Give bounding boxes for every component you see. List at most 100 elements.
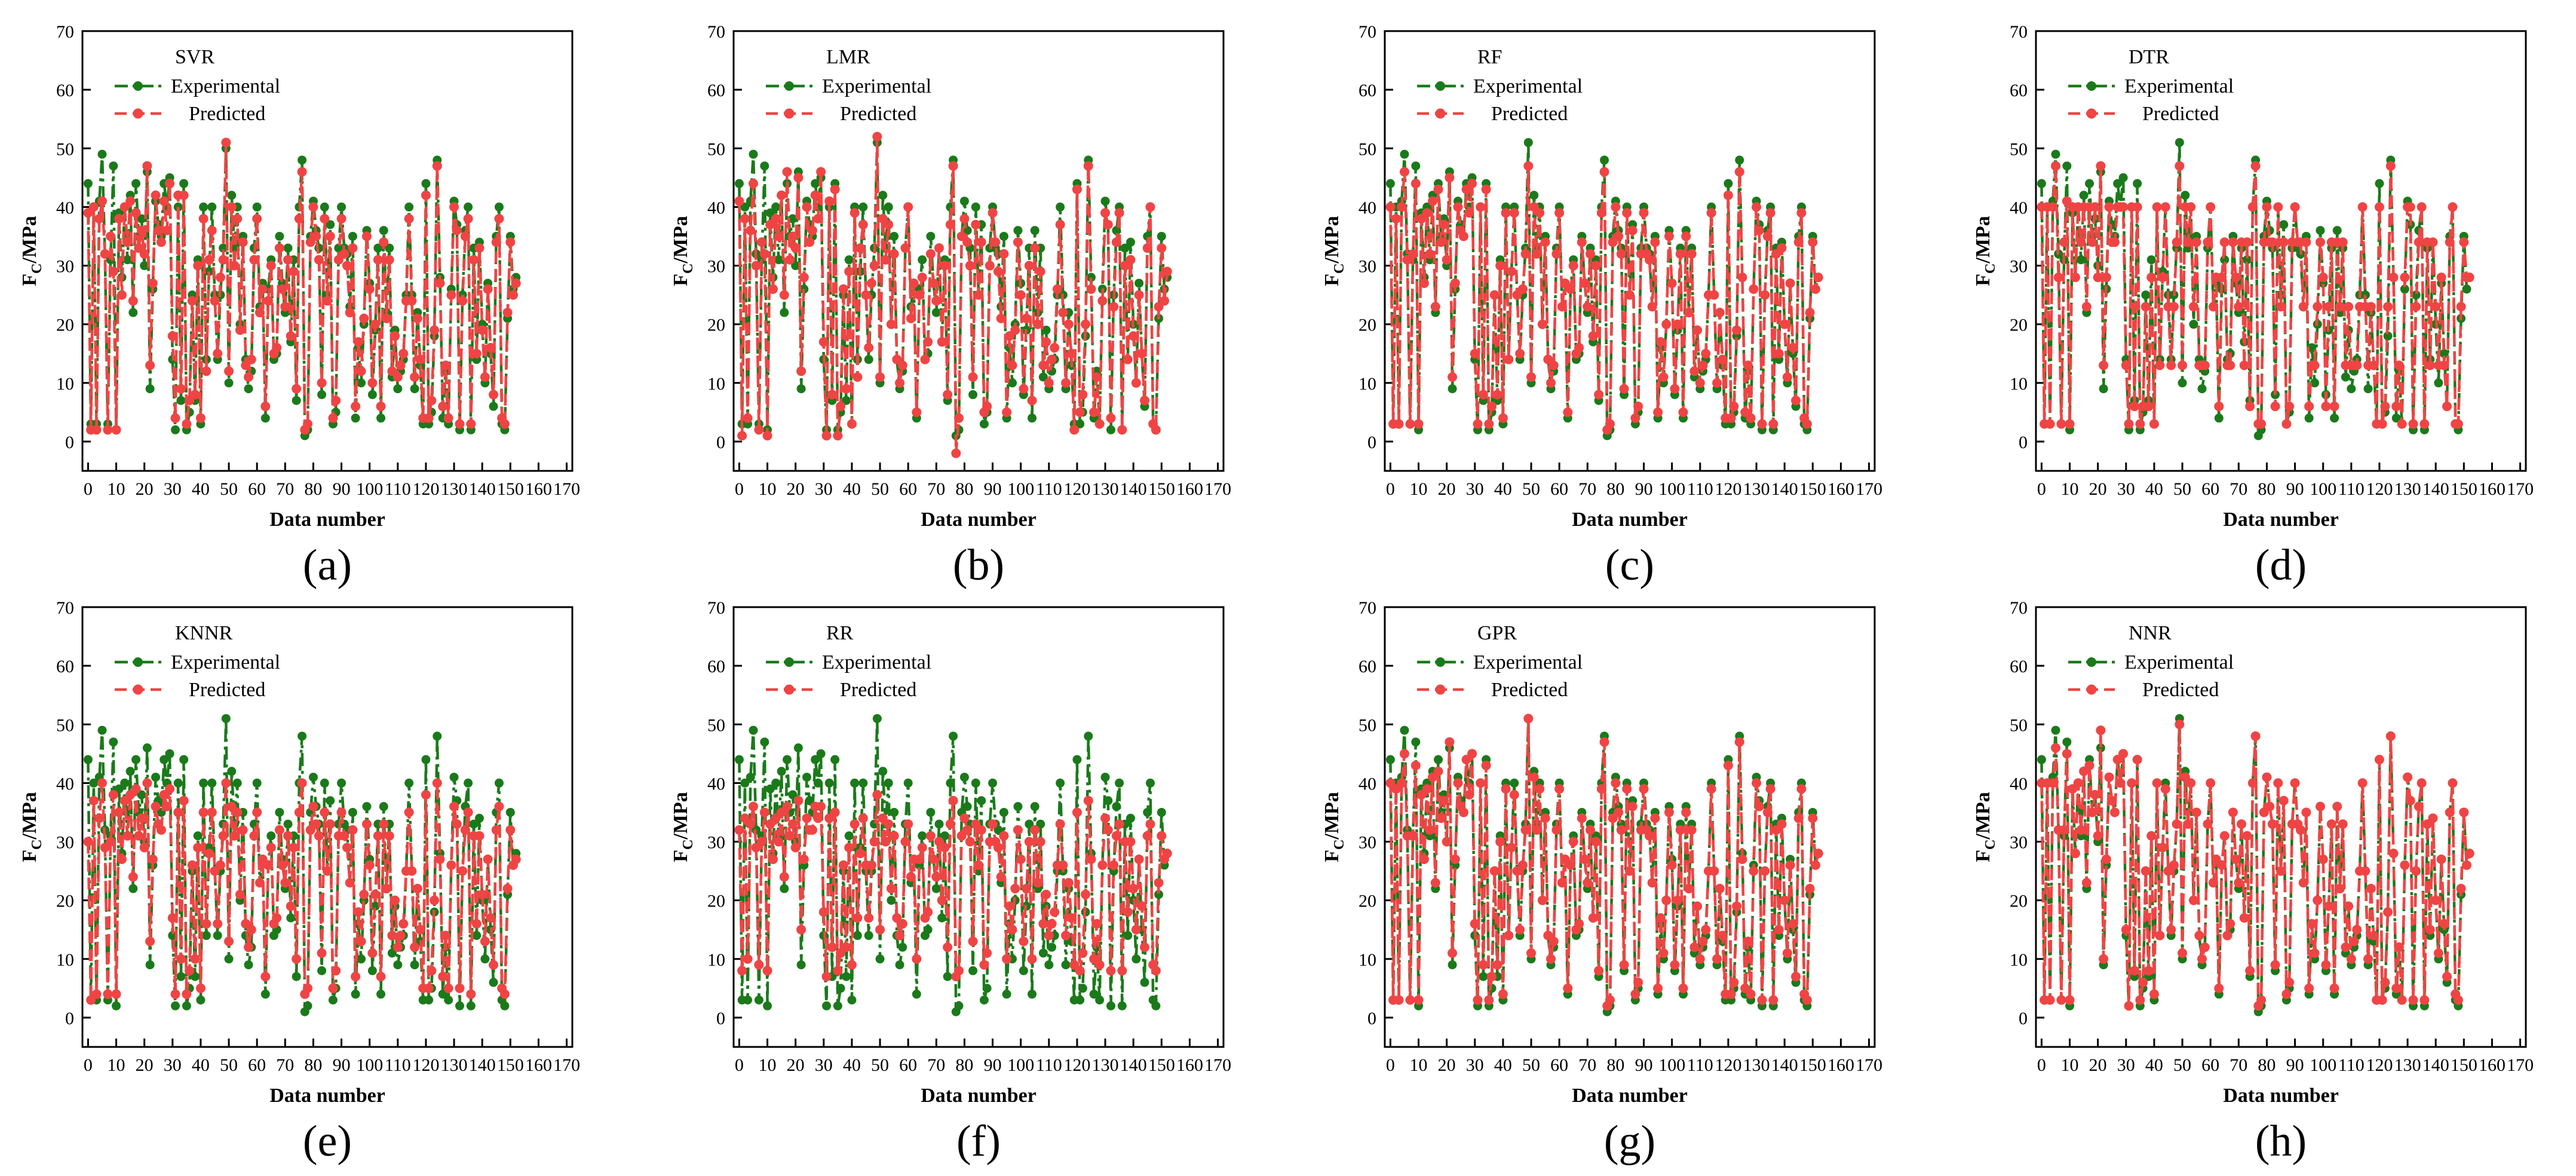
data-point-predicted: [1061, 930, 1071, 941]
data-point-predicted: [875, 924, 885, 935]
data-point-predicted: [131, 208, 141, 218]
data-point-predicted: [2380, 978, 2390, 988]
x-tick-label: 120: [1063, 1055, 1090, 1075]
data-point-predicted: [249, 831, 259, 841]
data-point-predicted: [114, 807, 124, 817]
x-tick-label: 150: [1799, 1055, 1826, 1075]
data-point-experimental: [308, 773, 318, 782]
data-point-experimental: [1151, 1001, 1161, 1010]
data-point-experimental: [1523, 137, 1533, 147]
y-tick-label: 0: [716, 1009, 725, 1028]
data-point-predicted: [342, 261, 352, 271]
data-point-predicted: [948, 161, 958, 171]
data-point-predicted: [2273, 202, 2283, 212]
y-tick-label: 50: [1358, 139, 1376, 159]
data-point-experimental: [260, 414, 270, 423]
data-point-predicted: [903, 819, 913, 829]
legend-label-experimental: Experimental: [171, 75, 280, 97]
data-point-experimental: [2118, 173, 2128, 182]
data-point-predicted: [314, 831, 324, 841]
data-point-predicted: [182, 989, 192, 999]
data-point-predicted: [1754, 801, 1764, 811]
data-point-predicted: [1050, 342, 1060, 353]
data-point-predicted: [390, 895, 400, 905]
x-tick-label: 130: [1092, 479, 1119, 499]
data-point-predicted: [336, 214, 346, 224]
data-point-predicted: [2315, 237, 2325, 247]
data-point-predicted: [348, 825, 358, 835]
data-point-predicted: [2228, 237, 2238, 247]
data-point-predicted: [2380, 402, 2390, 412]
data-point-predicted: [427, 396, 437, 406]
data-point-predicted: [2050, 161, 2060, 171]
data-point-predicted: [435, 278, 445, 288]
data-point-predicted: [1419, 854, 1429, 864]
data-point-predicted: [1802, 419, 1812, 429]
data-point-experimental: [1157, 807, 1166, 817]
data-point-predicted: [734, 825, 744, 835]
data-point-predicted: [2149, 419, 2159, 429]
data-point-predicted: [499, 419, 510, 429]
data-point-experimental: [201, 931, 211, 941]
x-tick-label: 100: [1007, 1055, 1034, 1075]
data-point-predicted: [263, 860, 274, 870]
data-point-predicted: [252, 214, 262, 224]
data-point-predicted: [1111, 831, 1121, 841]
data-point-experimental: [410, 384, 419, 394]
data-point-predicted: [937, 337, 947, 347]
data-point-experimental: [850, 778, 860, 788]
data-point-predicted: [917, 843, 927, 853]
data-point-predicted: [2053, 272, 2063, 283]
data-point-experimental: [847, 995, 857, 1004]
data-point-predicted: [505, 825, 516, 835]
data-point-predicted: [1078, 948, 1088, 958]
legend-marker-experimental: [2087, 81, 2096, 91]
data-point-predicted: [154, 225, 164, 235]
data-point-predicted: [2416, 202, 2427, 212]
data-point-predicted: [1765, 784, 1775, 794]
data-point-predicted: [373, 255, 383, 265]
data-point-predicted: [2101, 854, 2111, 864]
y-tick-label: 0: [1367, 433, 1376, 452]
data-point-predicted: [912, 407, 922, 417]
data-point-predicted: [398, 918, 409, 929]
data-point-predicted: [193, 261, 203, 271]
data-point-predicted: [280, 302, 290, 312]
data-point-predicted: [446, 290, 456, 300]
data-point-experimental: [2242, 255, 2252, 265]
data-point-experimental: [444, 995, 453, 1004]
data-point-experimental: [449, 773, 459, 782]
data-point-predicted: [226, 202, 237, 212]
data-point-predicted: [2214, 983, 2224, 993]
y-tick-label: 10: [707, 950, 725, 970]
data-point-predicted: [2206, 202, 2216, 212]
data-point-predicted: [260, 402, 271, 412]
data-point-predicted: [2239, 360, 2249, 370]
data-point-predicted: [802, 202, 812, 212]
data-point-predicted: [1599, 167, 1609, 177]
data-point-predicted: [1743, 360, 1753, 370]
data-point-predicted: [2065, 995, 2075, 1005]
data-point-experimental: [357, 378, 366, 388]
data-point-predicted: [1596, 208, 1606, 218]
data-point-predicted: [229, 831, 240, 841]
data-point-predicted: [1692, 325, 1703, 335]
data-point-predicted: [392, 372, 403, 382]
data-point-predicted: [2152, 202, 2162, 212]
data-point-predicted: [2124, 419, 2134, 429]
data-point-predicted: [1010, 325, 1020, 335]
data-point-predicted: [2433, 948, 2443, 958]
data-point-predicted: [1151, 966, 1161, 976]
data-point-experimental: [822, 1001, 832, 1010]
data-point-predicted: [1706, 784, 1716, 794]
data-point-predicted: [1681, 231, 1691, 241]
data-point-predicted: [816, 167, 826, 177]
data-point-predicted: [1630, 413, 1640, 423]
x-tick-label: 60: [899, 479, 917, 499]
data-point-experimental: [128, 308, 138, 317]
data-point-experimental: [1103, 796, 1113, 806]
data-point-predicted: [2143, 402, 2154, 412]
data-point-predicted: [1746, 989, 1756, 999]
data-point-predicted: [1718, 354, 1728, 365]
data-point-predicted: [244, 372, 254, 382]
